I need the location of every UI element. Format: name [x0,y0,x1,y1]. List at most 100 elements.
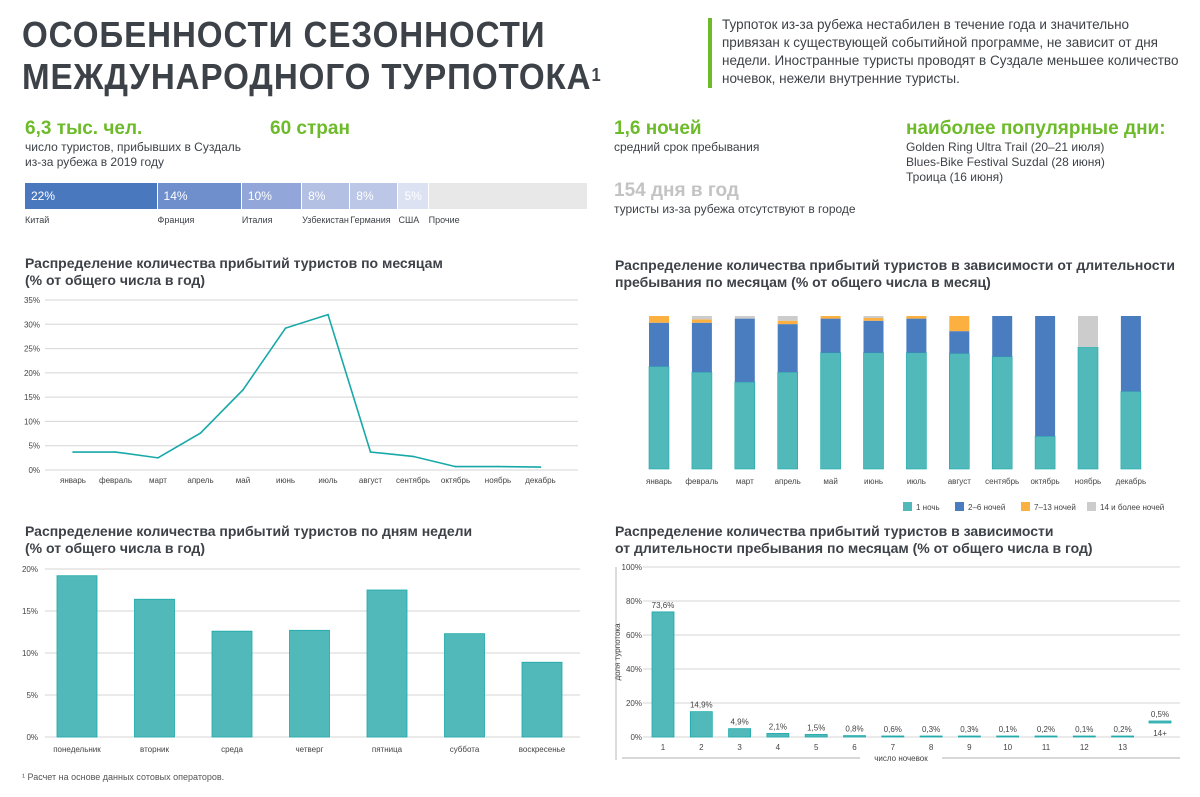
x-axis-title: число ночевок [874,754,928,763]
x-tick-label: 2 [699,743,704,752]
stacked-bar-segment [777,316,798,321]
country-share-label: 8% [308,189,326,203]
stacked-bar-segment [906,318,927,353]
stacked-bar-segment [949,331,970,354]
stacked-bar-segment [906,352,927,470]
legend-label: 2–6 ночей [968,503,1005,512]
stacked-bar-segment [691,319,712,323]
y-tick-label: 5% [26,691,38,700]
x-tick-label: февраль [99,476,132,485]
x-tick-label: 6 [852,743,857,752]
legend-swatch [903,502,912,511]
series-line [73,313,541,468]
stacked-bar-segment [991,356,1013,470]
x-tick-label: 12 [1080,743,1089,752]
x-tick-label: 14+ [1153,729,1167,738]
x-tick-label: 9 [967,743,972,752]
legend-swatch [1087,502,1096,511]
x-tick-label: понедельник [53,745,101,754]
x-tick-label: декабрь [525,476,555,485]
x-tick-label: 11 [1042,743,1051,752]
x-tick-label: апрель [187,476,213,485]
y-tick-label: 0% [630,733,642,742]
stacked-bar-segment [820,352,841,470]
chart-title: Распределение количества прибытий турист… [25,523,473,539]
data-point [284,327,287,329]
country-segment [428,183,588,209]
x-tick-label: четверг [296,745,324,754]
stacked-bar-segment [906,316,927,319]
nights-bar [1034,735,1058,738]
stacked-bar-segment [1035,316,1056,437]
chart-title: Распределение количества прибытий турист… [615,523,1054,539]
y-tick-label: 15% [24,393,40,402]
stacked-bar-segment [691,322,712,373]
stacked-bar-segment [648,366,670,470]
data-label: 14,9% [690,701,713,710]
popular-day-item: Golden Ring Ultra Trail (20–21 июля) [906,140,1105,154]
chart-subtitle: от длительности пребывания по месяцам (%… [615,540,1093,556]
title-line-1: ОСОБЕННОСТИ СЕЗОННОСТИ [22,14,546,55]
stacked-bar-segment [863,317,884,321]
title-line-2-text: МЕЖДУНАРОДНОГО ТУРПОТОКА [22,56,592,97]
x-tick-label: суббота [450,745,480,754]
nights-bar [958,735,981,738]
stacked-bar-segment [863,320,884,353]
stat-tourists-caption-1: число туристов, прибывших в Суздаль [25,140,242,154]
stat-absent: 154 дня в год туристы из-за рубежа отсут… [614,180,856,217]
stacked-bar-segment [777,320,798,325]
x-tick-label: 5 [814,743,819,752]
stacked-bar-segment [734,316,755,319]
x-tick-label: 8 [929,743,934,752]
nights-bar [689,711,713,738]
x-tick-label: июль [907,477,926,486]
data-label: 4,9% [730,718,748,727]
chart-duration-month-title: Распределение количества прибытий турист… [615,257,1175,291]
country-name: Узбекистан [302,215,349,225]
nights-bar [843,735,866,738]
country-share-label: 22% [31,189,56,203]
country-labels: Китай Франция Италия Узбекистан Германия США П… [25,215,588,229]
y-tick-label: 0% [26,733,38,742]
chart-subtitle: (% от общего числа в год) [25,272,205,288]
legend-swatch [955,502,964,511]
stacked-bar-segment [1078,316,1098,348]
data-point [454,465,457,468]
nights-bar [1148,720,1172,724]
stat-nights-caption: средний срок пребывания [614,140,760,154]
weekday-bar [444,633,485,738]
data-label: 0,3% [922,725,940,734]
legend-label: 14 и более ночей [1100,503,1164,512]
data-label: 0,8% [845,725,863,734]
nights-bar [651,611,675,738]
chart-weekday-title: Распределение количества прибытий турист… [25,523,472,557]
stacked-bar-segment [777,371,799,470]
data-point [157,457,159,459]
data-label: 0,3% [960,725,978,734]
data-point [497,465,499,468]
stacked-bar-segment [1120,391,1142,470]
data-point [327,313,329,316]
data-point [114,451,117,453]
x-tick-label: 1 [661,743,666,752]
weekday-bar [56,575,98,738]
popular-days: наиболее популярные дни: Golden Ring Ult… [906,118,1166,185]
country-name: Франция [157,215,195,225]
x-tick-label: март [736,477,754,486]
x-tick-label: 13 [1118,743,1127,752]
data-label: 0,6% [884,725,902,734]
stacked-bar-segment [1077,346,1099,470]
stacked-bar-segment [948,353,970,470]
y-tick-label: 35% [24,296,40,305]
weekday-bar [366,589,408,738]
country-share-label: 5% [404,189,422,203]
chart-months-title: Распределение количества прибытий турист… [25,255,443,289]
stacked-bar-segment [691,316,712,320]
weekday-bar [289,629,330,738]
country-segment: 10% [241,183,303,209]
popular-day-item: Троица (16 июня) [906,170,1004,184]
data-label: 73,6% [652,601,675,610]
x-tick-label: декабрь [1116,477,1146,486]
y-tick-label: 25% [24,345,40,354]
stacked-bar-segment [863,316,884,318]
